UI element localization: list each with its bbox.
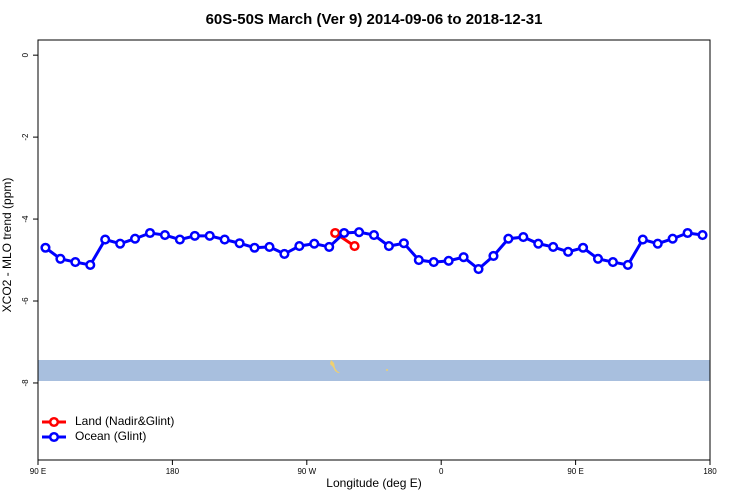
- point: [294, 241, 305, 252]
- point: [622, 259, 633, 271]
- y-axis-label: XCO2 - MLO trend (ppm): [0, 178, 14, 313]
- point: [159, 229, 170, 241]
- point: [503, 233, 514, 244]
- point: [204, 230, 215, 241]
- legend-marker: [48, 431, 60, 443]
- point: [339, 227, 350, 239]
- point: [398, 238, 409, 249]
- y-tick-label: 0: [21, 52, 30, 57]
- legend-label: Ocean (Glint): [75, 429, 146, 443]
- point: [652, 238, 663, 249]
- point: [637, 234, 648, 245]
- x-tick-label: 180: [703, 467, 717, 476]
- point: [330, 227, 341, 239]
- y-tick-label: -6: [21, 297, 30, 305]
- point: [309, 238, 320, 249]
- point: [413, 254, 424, 266]
- x-tick-label: 90 E: [567, 467, 583, 476]
- point: [578, 242, 589, 253]
- x-tick-label: 90 W: [297, 467, 316, 476]
- point: [548, 241, 559, 252]
- map-land: [330, 360, 340, 373]
- point: [443, 255, 454, 266]
- point: [100, 234, 111, 245]
- point: [115, 238, 126, 249]
- point: [249, 242, 260, 253]
- point: [667, 233, 678, 244]
- point: [70, 257, 81, 268]
- point: [697, 229, 708, 241]
- point: [473, 264, 484, 275]
- point: [85, 259, 96, 271]
- point: [264, 241, 275, 252]
- point: [40, 242, 51, 253]
- point: [488, 250, 499, 261]
- point: [533, 238, 544, 249]
- point: [279, 248, 290, 259]
- x-tick-label: 0: [439, 467, 444, 476]
- chart-title: 60S-50S March (Ver 9) 2014-09-06 to 2018…: [206, 11, 543, 28]
- point: [563, 246, 574, 257]
- point: [458, 252, 469, 263]
- plot-frame: [37, 39, 711, 461]
- point: [144, 227, 156, 239]
- x-axis-label: Longitude (deg E): [326, 476, 421, 490]
- map-strip: [38, 360, 710, 381]
- point: [130, 233, 141, 244]
- y-tick-label: -2: [21, 133, 30, 141]
- point: [368, 229, 380, 241]
- point: [682, 227, 693, 239]
- point: [592, 253, 604, 264]
- point: [234, 238, 245, 249]
- map-land: [386, 369, 388, 371]
- y-tick-label: -8: [21, 379, 30, 387]
- point: [428, 257, 439, 268]
- x-tick-label: 90 E: [30, 467, 46, 476]
- point: [174, 234, 185, 245]
- y-tick-label: -4: [21, 215, 30, 223]
- point: [189, 230, 200, 241]
- point: [383, 241, 394, 252]
- point: [607, 257, 618, 268]
- point: [349, 241, 360, 252]
- point: [518, 232, 529, 243]
- legend-label: Land (Nadir&Glint): [75, 414, 174, 428]
- x-tick-label: 180: [166, 467, 180, 476]
- legend-marker: [48, 416, 60, 428]
- point: [324, 241, 335, 252]
- point: [219, 234, 230, 245]
- point: [354, 227, 365, 238]
- point: [55, 253, 66, 264]
